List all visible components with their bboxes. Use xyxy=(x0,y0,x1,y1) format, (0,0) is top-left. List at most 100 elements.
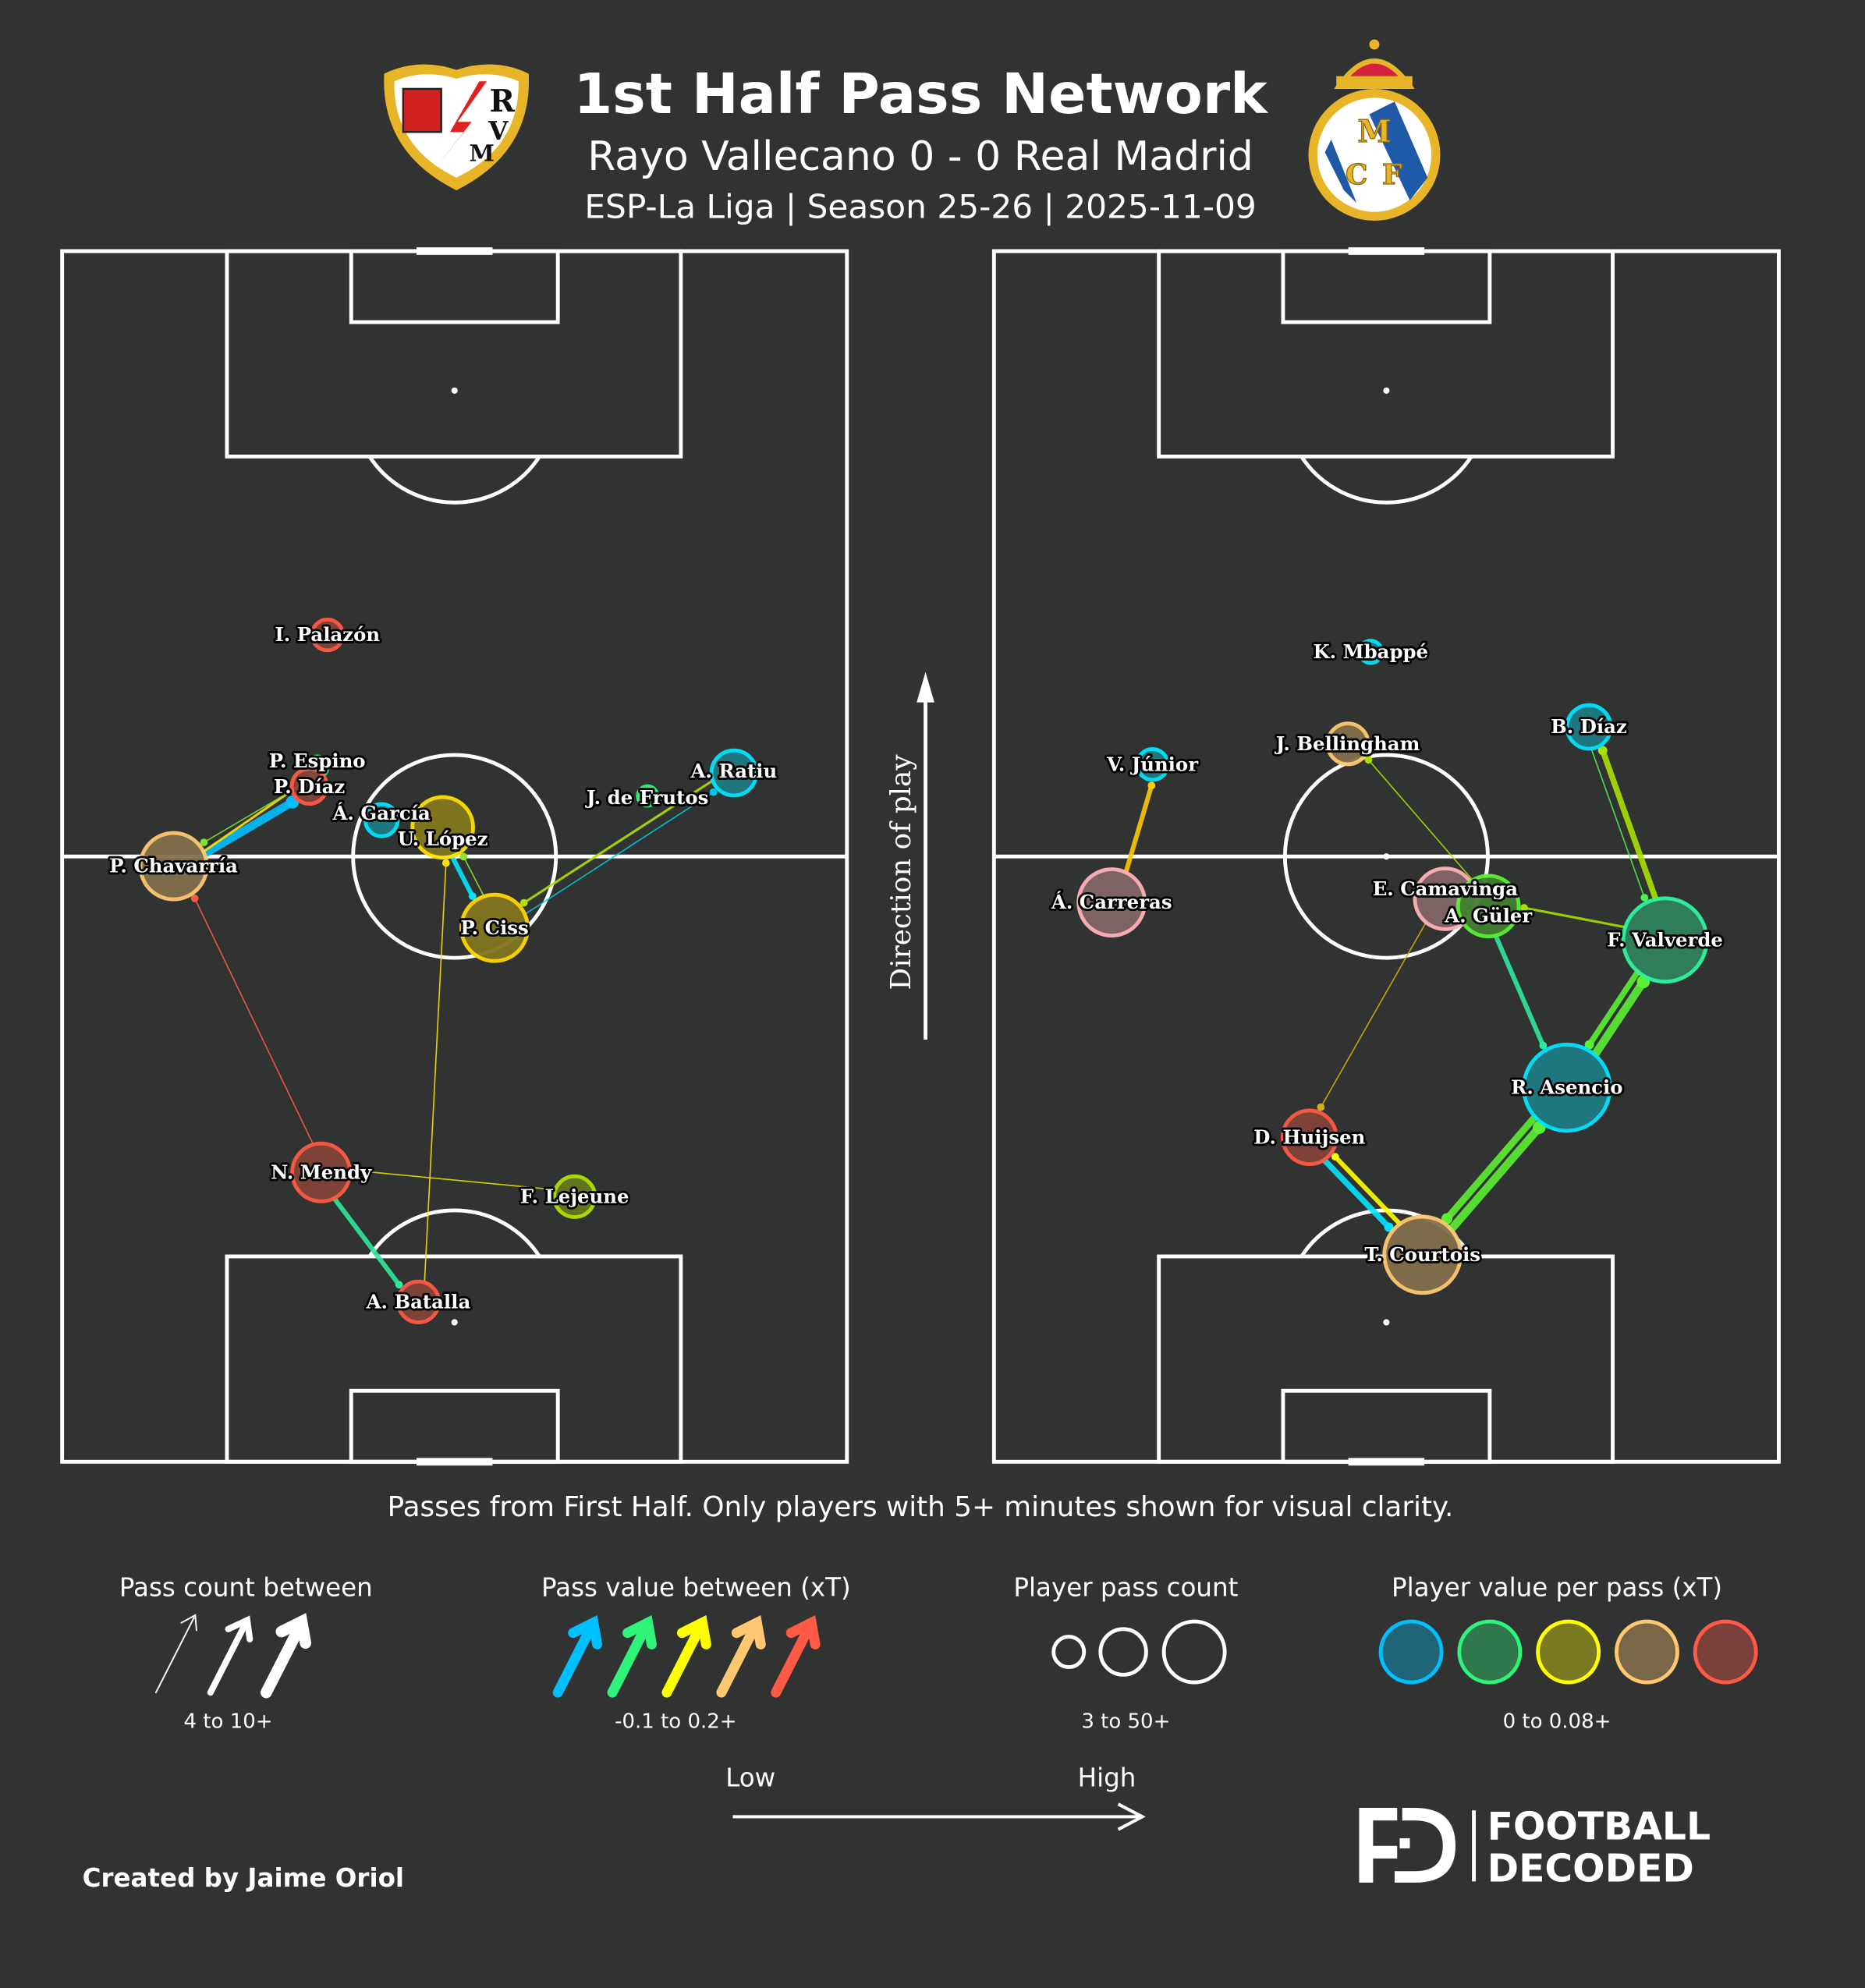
player-label: J. de Frutos xyxy=(585,786,708,809)
legend-pass-count-title: Pass count between xyxy=(119,1573,373,1603)
pass-edge xyxy=(1367,759,1473,881)
player-circle xyxy=(552,1174,597,1219)
player-circle xyxy=(1455,874,1521,939)
player-circle xyxy=(459,892,530,963)
brand-line1: FOOTBALL xyxy=(1487,1806,1711,1849)
pass-edge-arrowhead xyxy=(1384,1222,1394,1232)
player-label: A. Batalla xyxy=(366,1291,471,1313)
pass-edge xyxy=(463,856,485,897)
player-labels: I. Palazón P. Espino P. Díaz Á. García U. Ló… xyxy=(107,621,779,1315)
player-label: J. Bellingham xyxy=(1275,732,1420,755)
player-circle xyxy=(1357,639,1385,665)
pass-edge xyxy=(332,1196,402,1288)
legend-value-arrow xyxy=(661,1620,707,1698)
pass-edges xyxy=(1123,746,1659,1234)
player-circle xyxy=(1076,867,1147,938)
player-circle xyxy=(709,748,759,798)
pass-edge-arrowhead xyxy=(200,838,208,846)
legend-player-count-title: Player pass count xyxy=(1013,1573,1238,1603)
legend-size-large xyxy=(1161,1619,1227,1685)
bottom-penalty-spot xyxy=(451,1319,458,1326)
pass-edge-arrowhead xyxy=(1317,1103,1325,1111)
legend-value-arrow xyxy=(771,1620,816,1698)
player-circle xyxy=(1281,1108,1338,1167)
pass-edge-arrowhead xyxy=(1584,1040,1594,1050)
pass-edge-arrowhead xyxy=(441,859,450,867)
pass-edge xyxy=(449,854,475,899)
legend-player-value-title: Player value per pass (xT) xyxy=(1392,1573,1722,1603)
pass-edge xyxy=(354,1170,556,1191)
legend-value-circle xyxy=(1457,1619,1523,1685)
player-label: P. Espino xyxy=(269,749,366,772)
player-circle xyxy=(138,831,209,902)
player-label: U. López xyxy=(398,827,488,850)
pass-edge-arrowhead xyxy=(1539,1041,1548,1050)
pass-edge xyxy=(200,798,297,858)
pass-edge xyxy=(424,862,447,1283)
player-label: P. Chavarría xyxy=(109,855,238,877)
player-label: A. Güler xyxy=(1444,904,1533,927)
pass-edge xyxy=(1523,906,1626,929)
player-label: E. Camavinga xyxy=(1373,877,1519,900)
player-circle xyxy=(1382,1214,1463,1295)
pass-edge-arrowhead xyxy=(519,898,528,907)
pass-edge xyxy=(1332,1154,1402,1227)
pass-edge-arrowhead xyxy=(1640,894,1649,902)
player-circle xyxy=(310,617,345,653)
player-label: N. Mendy xyxy=(271,1161,372,1183)
bottom-penalty-spot xyxy=(1383,1319,1390,1326)
pass-edge-arrowhead xyxy=(468,892,477,901)
legend-value-arrowhead xyxy=(785,1614,821,1650)
player-circle xyxy=(1565,703,1613,751)
pass-edge-arrowhead xyxy=(709,788,718,796)
player-circle xyxy=(1522,1042,1612,1133)
pass-edge xyxy=(1320,922,1427,1108)
low-high-arrowhead-icon xyxy=(1117,1802,1146,1831)
legend-value-circle xyxy=(1378,1619,1444,1685)
top-penalty-arc xyxy=(367,455,541,505)
legend-size-medium xyxy=(1098,1627,1148,1677)
player-nodes xyxy=(138,617,759,1324)
top-penalty-arc xyxy=(1299,455,1473,505)
top-penalty-spot xyxy=(451,387,458,394)
legend-low-label: Low xyxy=(725,1763,775,1792)
player-circle xyxy=(1621,896,1709,984)
pass-edge-arrowhead xyxy=(1520,904,1528,912)
legend-pass-count-arrows xyxy=(154,1613,312,1699)
player-label: Á. García xyxy=(332,802,431,824)
bottom-penalty-arc xyxy=(367,1208,541,1258)
legend-pass-value-range: -0.1 to 0.2+ xyxy=(615,1710,737,1734)
pass-edge xyxy=(524,791,714,915)
title: 1st Half Pass Network xyxy=(573,62,1268,126)
pass-edge xyxy=(523,779,714,905)
legend-player-value-range: 0 to 0.08+ xyxy=(1503,1710,1611,1734)
pitch-real-madrid: K. Mbappé J. Bellingham V. Júnior B. Díaz Á.… xyxy=(991,247,1781,1466)
player-label: I. Palazón xyxy=(275,623,380,646)
legend-player-count-range: 3 to 50+ xyxy=(1081,1710,1170,1734)
brand-line2: DECODED xyxy=(1487,1847,1694,1891)
legend-size-small xyxy=(1051,1635,1087,1670)
pass-edge-arrowhead xyxy=(1331,1153,1339,1161)
legend-value-arrowhead xyxy=(568,1614,603,1650)
legend-player-value-circles xyxy=(1378,1619,1758,1685)
legend-value-arrowhead xyxy=(731,1614,766,1650)
player-label: D. Huijsen xyxy=(1253,1125,1365,1148)
footnote: Passes from First Half. Only players wit… xyxy=(388,1491,1454,1523)
direction-of-play-label: Direction of play xyxy=(885,754,917,990)
match-meta: ESP-La Liga | Season 25-26 | 2025-11-09 xyxy=(584,188,1256,226)
pitch-rayo-vallecano: I. Palazón P. Espino P. Díaz Á. García U. Ló… xyxy=(60,247,849,1466)
legend-value-arrowhead xyxy=(676,1614,711,1650)
football-decoded-logo: FOOTBALL DECODED xyxy=(1359,1806,1711,1891)
pass-edge xyxy=(193,898,314,1145)
player-circle xyxy=(1135,746,1170,782)
player-circle xyxy=(636,784,660,808)
pass-edge xyxy=(1443,1113,1539,1223)
pass-edge-arrowhead xyxy=(395,1281,403,1289)
player-label: A. Ratiu xyxy=(690,760,778,782)
pass-edge-arrowhead xyxy=(1597,746,1608,756)
